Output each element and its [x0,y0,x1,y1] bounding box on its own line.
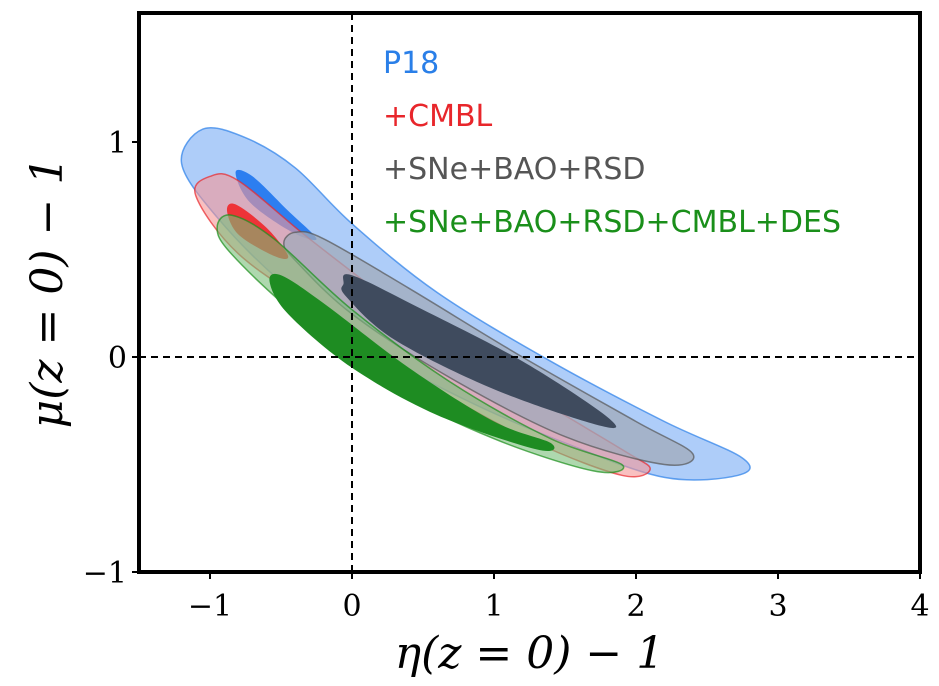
legend-entry: P18 [383,46,439,81]
contour-inner-plus-sneplus-baoplus-rsd [341,274,617,429]
y-tick-label: 0 [108,341,127,376]
x-tick-label: 2 [626,589,645,624]
contour-inner-p18 [235,169,317,241]
contour-layer [180,126,751,481]
contour-inner-plus-sneplus-baoplus-rsdplus-cmblplus-des [269,273,555,452]
legend-entry: +CMBL [383,99,493,134]
x-tick-label: 0 [342,589,361,624]
y-axis-label: μ(z = 0) − 1 [22,157,73,429]
legend-entry: +SNe+BAO+RSD [383,152,646,187]
plot-frame [137,11,922,574]
x-tick-label: −1 [188,589,232,624]
x-tick-label: 1 [484,589,503,624]
axis-ticks: −1 0 1 2 3 4 −1 0 1 [83,126,930,624]
x-axis-label: η(z = 0) − 1 [395,628,665,679]
x-tick-label: 4 [910,589,929,624]
x-tick-label: 3 [768,589,787,624]
legend: P18 +CMBL +SNe+BAO+RSD +SNe+BAO+RSD+CMBL+DE… [383,46,841,240]
y-tick-label: 1 [108,126,127,161]
legend-entry: +SNe+BAO+RSD+CMBL+DES [383,205,841,240]
y-tick-label: −1 [83,556,127,591]
reference-lines [139,13,920,572]
